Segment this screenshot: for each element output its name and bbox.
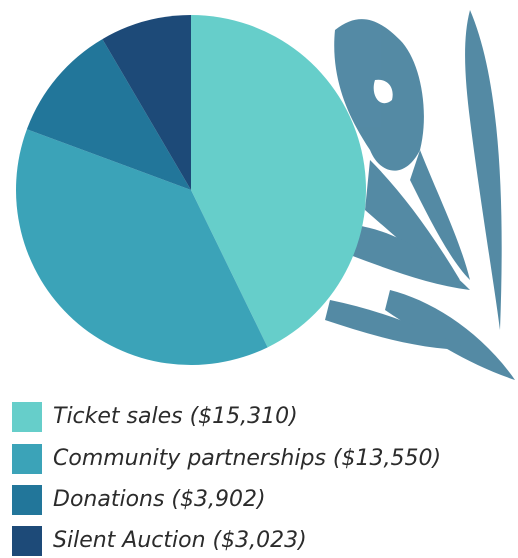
legend-swatch [12, 485, 42, 515]
legend-label: Donations ($3,902) [53, 487, 266, 512]
legend-label: Ticket sales ($15,310) [53, 404, 298, 429]
pie-slice [102, 15, 191, 190]
decoration [325, 10, 515, 380]
legend: Ticket sales ($15,310) Community partners… [12, 402, 441, 556]
legend-swatch [12, 444, 42, 474]
legend-label: Silent Auction ($3,023) [53, 528, 307, 553]
legend-label: Community partnerships ($13,550) [53, 446, 441, 471]
pie-slice [15, 129, 268, 366]
legend-swatch [12, 402, 42, 432]
pie [15, 15, 367, 366]
legend-swatch [12, 526, 42, 556]
pie-slice [26, 39, 192, 190]
pie-slice [191, 15, 367, 348]
